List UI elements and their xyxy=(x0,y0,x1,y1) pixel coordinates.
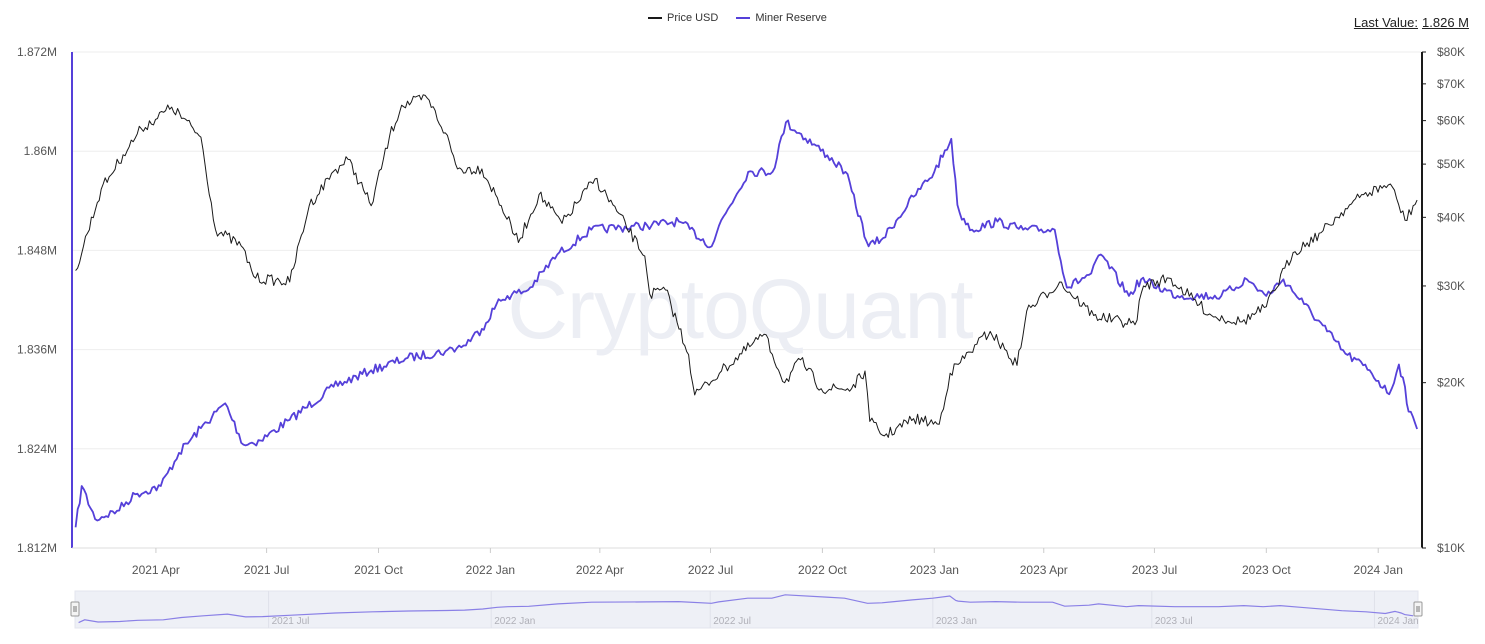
navigator-tick-label: 2023 Jan xyxy=(936,616,977,627)
navigator-ticks: 2021 Jul 2022 Jan 2022 Jul 2023 Jan 2023 Jul… xyxy=(268,591,1419,628)
x-tick-label: 2022 Apr xyxy=(576,563,624,577)
legend: Price USD Miner Reserve xyxy=(648,12,827,24)
last-value-readout[interactable]: Last Value: 1.826 M xyxy=(1354,15,1469,30)
left-tick-label: 1.824M xyxy=(17,442,57,456)
navigator-tick-label: 2021 Jul xyxy=(272,616,310,627)
right-tick-label: $30K xyxy=(1437,279,1465,293)
x-tick-label: 2021 Jul xyxy=(244,563,289,577)
series-layer xyxy=(74,94,1418,528)
navigator-handle-right[interactable] xyxy=(1413,601,1423,617)
left-tick-label: 1.812M xyxy=(17,541,57,555)
navigator-tick-label: 2024 Jan xyxy=(1377,616,1418,627)
navigator-tick-label: 2023 Jul xyxy=(1155,616,1193,627)
x-tick-label: 2022 Oct xyxy=(798,563,847,577)
x-tick-label: 2023 Jul xyxy=(1132,563,1177,577)
x-tick-label: 2022 Jan xyxy=(466,563,515,577)
series-line-price xyxy=(75,94,1418,438)
navigator[interactable]: 2021 Jul 2022 Jan 2022 Jul 2023 Jan 2023 Jul… xyxy=(70,590,1423,629)
left-tick-label: 1.872M xyxy=(17,45,57,59)
legend-label-price: Price USD xyxy=(667,12,719,24)
grid-lines xyxy=(72,51,1422,450)
right-tick-label: $50K xyxy=(1437,157,1465,171)
right-tick-label: $70K xyxy=(1437,77,1465,91)
left-tick-label: 1.86M xyxy=(24,144,57,158)
legend-swatch-price xyxy=(648,17,662,19)
right-tick-label: $20K xyxy=(1437,376,1465,390)
left-tick-label: 1.848M xyxy=(17,243,57,257)
watermark: CryptoQuant xyxy=(507,262,973,356)
navigator-tick-label: 2022 Jan xyxy=(494,616,535,627)
x-tick-label: 2024 Jan xyxy=(1354,563,1403,577)
right-tick-label: $60K xyxy=(1437,114,1465,128)
x-tick-label: 2023 Apr xyxy=(1020,563,1068,577)
legend-swatch-reserve xyxy=(736,17,751,19)
x-tick-label: 2023 Jan xyxy=(910,563,959,577)
right-tick-label: $40K xyxy=(1437,210,1465,224)
right-axis-ticks: $10K $20K $30K $40K $50K $60K $70K $80K xyxy=(1422,45,1465,555)
left-tick-label: 1.836M xyxy=(17,343,57,357)
right-tick-label: $10K xyxy=(1437,541,1465,555)
last-value-number: 1.826 M xyxy=(1422,15,1469,30)
legend-item-reserve[interactable]: Miner Reserve xyxy=(736,12,827,24)
x-tick-label: 2022 Jul xyxy=(688,563,733,577)
legend-label-reserve: Miner Reserve xyxy=(755,12,827,24)
series-line-miner-reserve xyxy=(74,119,1418,528)
x-tick-label: 2021 Oct xyxy=(354,563,403,577)
legend-item-price[interactable]: Price USD xyxy=(648,12,718,24)
right-tick-label: $80K xyxy=(1437,45,1465,59)
navigator-handle-left[interactable] xyxy=(70,601,80,617)
navigator-series-line xyxy=(78,594,1414,624)
x-tick-label: 2023 Oct xyxy=(1242,563,1291,577)
x-tick-label: 2021 Apr xyxy=(132,563,180,577)
last-value-label: Last Value: xyxy=(1353,15,1419,30)
x-axis-ticks: 2021 Apr 2021 Jul 2021 Oct 2022 Jan 2022 Apr… xyxy=(132,548,1403,577)
navigator-tick-label: 2022 Jul xyxy=(713,616,751,627)
left-axis-ticks: 1.812M 1.824M 1.836M 1.848M 1.86M 1.872M xyxy=(17,45,57,555)
